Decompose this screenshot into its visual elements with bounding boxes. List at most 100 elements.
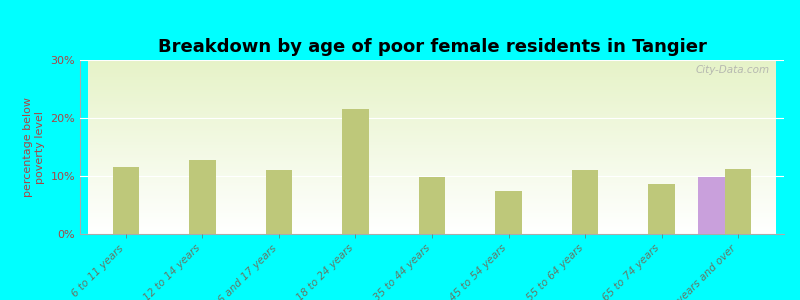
Bar — [88, 177, 776, 178]
Bar — [88, 228, 776, 229]
Bar — [88, 154, 776, 155]
Bar — [88, 156, 776, 157]
Bar — [495, 190, 522, 234]
Bar — [88, 217, 776, 218]
Bar — [88, 122, 776, 123]
Bar — [88, 223, 776, 224]
Bar — [88, 61, 776, 62]
Bar — [648, 184, 675, 234]
Bar — [88, 133, 776, 134]
Bar — [88, 231, 776, 232]
Bar — [88, 211, 776, 212]
Bar — [88, 75, 776, 76]
Bar — [88, 214, 776, 215]
Bar — [88, 137, 776, 138]
Bar — [725, 169, 751, 234]
Bar — [342, 109, 369, 234]
Bar — [88, 114, 776, 115]
Bar — [88, 207, 776, 208]
Bar — [88, 210, 776, 211]
Bar — [88, 102, 776, 103]
Bar — [88, 84, 776, 85]
Bar — [88, 63, 776, 64]
Bar — [88, 215, 776, 216]
Bar — [88, 101, 776, 102]
Bar — [88, 189, 776, 190]
Bar — [88, 150, 776, 151]
Bar — [88, 68, 776, 69]
Bar — [88, 161, 776, 162]
Bar — [88, 110, 776, 111]
Bar — [88, 196, 776, 197]
Bar — [88, 116, 776, 117]
Bar — [88, 199, 776, 200]
Bar — [88, 91, 776, 92]
Bar — [88, 206, 776, 207]
Bar — [88, 187, 776, 188]
Bar — [266, 170, 292, 234]
Bar — [88, 136, 776, 137]
Bar — [88, 194, 776, 195]
Bar — [88, 70, 776, 71]
Bar — [88, 152, 776, 153]
Bar — [88, 148, 776, 149]
Bar — [88, 220, 776, 221]
Bar — [88, 190, 776, 191]
Bar — [88, 66, 776, 67]
Bar — [88, 99, 776, 100]
Bar — [88, 192, 776, 193]
Bar — [698, 177, 725, 234]
Bar — [88, 128, 776, 129]
Bar — [88, 115, 776, 116]
Bar — [88, 180, 776, 181]
Bar — [88, 119, 776, 120]
Bar — [88, 138, 776, 139]
Bar — [88, 204, 776, 205]
Bar — [88, 89, 776, 90]
Bar — [88, 88, 776, 89]
Bar — [88, 74, 776, 75]
Bar — [88, 64, 776, 65]
Bar — [88, 175, 776, 176]
Bar — [88, 213, 776, 214]
Bar — [88, 125, 776, 126]
Bar — [88, 229, 776, 230]
Bar — [88, 203, 776, 204]
Bar — [418, 177, 446, 234]
Bar — [88, 69, 776, 70]
Bar — [88, 95, 776, 96]
Bar — [88, 79, 776, 80]
Bar — [88, 73, 776, 74]
Bar — [88, 113, 776, 114]
Bar — [88, 149, 776, 150]
Bar — [88, 181, 776, 182]
Bar — [88, 153, 776, 154]
Bar — [88, 173, 776, 174]
Bar — [88, 170, 776, 171]
Bar — [88, 121, 776, 122]
Bar — [88, 87, 776, 88]
Bar — [88, 93, 776, 94]
Bar — [88, 71, 776, 72]
Bar — [88, 96, 776, 97]
Bar — [88, 124, 776, 125]
Bar — [88, 97, 776, 98]
Bar — [88, 179, 776, 180]
Bar — [88, 147, 776, 148]
Bar — [88, 224, 776, 225]
Bar — [88, 201, 776, 202]
Bar — [88, 62, 776, 63]
Bar — [88, 208, 776, 209]
Bar — [88, 142, 776, 143]
Bar — [88, 227, 776, 228]
Bar — [88, 80, 776, 81]
Bar — [88, 188, 776, 189]
Bar — [88, 98, 776, 99]
Bar — [88, 222, 776, 223]
Bar — [88, 90, 776, 91]
Bar — [88, 193, 776, 194]
Bar — [88, 171, 776, 172]
Bar — [88, 165, 776, 166]
Bar — [88, 212, 776, 213]
Bar — [88, 151, 776, 152]
